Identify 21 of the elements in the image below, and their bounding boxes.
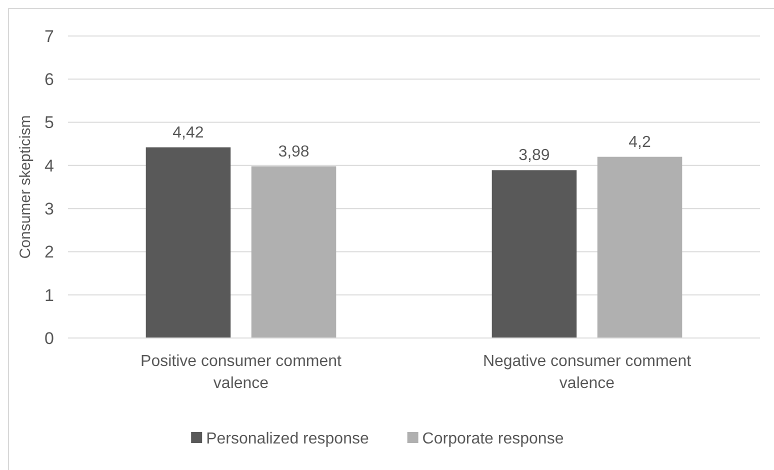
x-tick-label: Negative consumer comment valence: [482, 353, 692, 392]
y-tick-label: 7: [44, 26, 54, 46]
bar: [251, 166, 336, 338]
data-label: 4,2: [628, 134, 651, 151]
data-label: 3,89: [518, 147, 550, 164]
y-tick-label: 0: [44, 328, 54, 348]
y-tick-label: 3: [44, 200, 54, 219]
bar: [146, 147, 231, 338]
y-tick-label: 2: [44, 242, 54, 262]
y-tick-label: 6: [44, 70, 54, 90]
bar: [597, 156, 682, 338]
legend-label: Personalized response: [206, 430, 369, 448]
y-tick-label: 1: [44, 286, 54, 305]
x-tick-label: Positive consumer comment valence: [140, 353, 342, 392]
bar: [492, 170, 577, 338]
y-tick-label: 5: [44, 113, 54, 132]
data-label: 4,42: [172, 124, 204, 142]
y-tick-label: 4: [44, 156, 54, 176]
data-label: 3,98: [278, 143, 310, 160]
y-axis-title: Consumer skepticism: [17, 115, 34, 259]
legend-label: Corporate response: [422, 430, 564, 448]
